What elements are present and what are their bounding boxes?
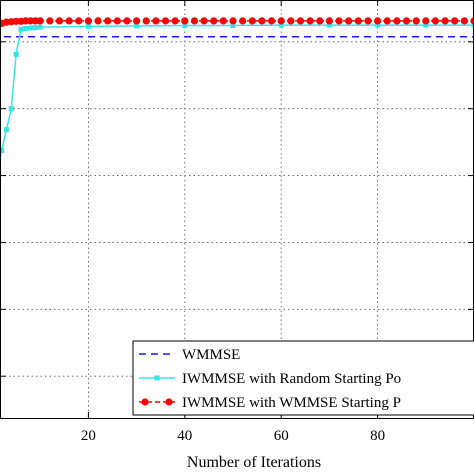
data-point bbox=[55, 17, 64, 25]
legend-label: IWMMSE with WMMSE Starting P bbox=[182, 395, 401, 411]
legend-label: WMMSE bbox=[182, 347, 240, 363]
data-point bbox=[84, 17, 92, 25]
data-point bbox=[13, 51, 19, 57]
data-point bbox=[113, 17, 121, 25]
data-point bbox=[316, 17, 324, 25]
x-tick-label: 60 bbox=[274, 428, 289, 444]
data-point bbox=[94, 17, 102, 25]
data-point bbox=[0, 147, 5, 153]
data-point bbox=[335, 17, 343, 25]
legend-item: WMMSE bbox=[139, 347, 240, 363]
legend: WMMSE IWMMSE with Random Starting Po IWMMS… bbox=[132, 340, 474, 416]
data-point bbox=[133, 17, 141, 25]
data-point bbox=[37, 24, 43, 30]
series-1 bbox=[0, 22, 474, 163]
data-point bbox=[296, 17, 305, 25]
data-point bbox=[181, 17, 189, 25]
data-point bbox=[451, 17, 459, 25]
data-point bbox=[278, 22, 284, 28]
data-point bbox=[210, 17, 218, 25]
series-group bbox=[0, 17, 474, 163]
legend-item: IWMMSE with Random Starting Po bbox=[139, 371, 401, 387]
data-point bbox=[219, 17, 227, 25]
data-point bbox=[364, 17, 372, 25]
data-point bbox=[412, 17, 420, 25]
data-point bbox=[36, 17, 44, 25]
data-point bbox=[258, 17, 266, 25]
data-point bbox=[325, 17, 333, 25]
data-point bbox=[23, 25, 29, 31]
legend-item: IWMMSE with WMMSE Starting P bbox=[139, 395, 401, 411]
x-tick-label: 40 bbox=[177, 428, 192, 444]
data-point bbox=[393, 17, 401, 25]
data-point bbox=[422, 17, 430, 25]
data-point bbox=[171, 17, 179, 25]
data-point bbox=[182, 22, 188, 28]
data-point bbox=[423, 22, 429, 28]
data-point bbox=[431, 17, 440, 25]
data-point bbox=[248, 17, 256, 25]
x-tick-label: 20 bbox=[81, 428, 96, 444]
x-tick-label: 80 bbox=[370, 428, 385, 444]
data-point bbox=[354, 17, 362, 25]
data-point bbox=[190, 17, 199, 25]
data-point bbox=[239, 17, 247, 25]
data-point bbox=[277, 17, 285, 25]
data-point bbox=[18, 26, 24, 32]
data-point bbox=[46, 17, 54, 25]
data-point bbox=[65, 17, 73, 25]
data-point bbox=[200, 17, 208, 25]
data-point bbox=[123, 17, 131, 25]
data-point bbox=[375, 22, 381, 28]
data-point bbox=[161, 17, 170, 25]
legend-marker bbox=[165, 398, 173, 406]
series-2 bbox=[0, 17, 474, 28]
data-point bbox=[142, 17, 150, 25]
data-point bbox=[229, 17, 237, 25]
data-point bbox=[345, 17, 353, 25]
data-point bbox=[104, 17, 112, 25]
data-point bbox=[306, 17, 314, 25]
series-line bbox=[0, 24, 474, 163]
data-point bbox=[460, 17, 468, 25]
x-axis-title: Number of Iterations bbox=[187, 454, 321, 471]
data-point bbox=[85, 23, 91, 29]
data-point bbox=[402, 17, 411, 25]
data-point bbox=[134, 23, 140, 29]
legend-marker bbox=[141, 398, 149, 406]
data-point bbox=[326, 22, 332, 28]
data-point bbox=[152, 17, 160, 25]
legend-box bbox=[132, 340, 474, 416]
legend-label: IWMMSE with Random Starting Po bbox=[182, 371, 401, 387]
data-point bbox=[230, 22, 236, 28]
data-point bbox=[441, 17, 449, 25]
data-point bbox=[3, 127, 9, 133]
data-point bbox=[8, 106, 14, 112]
data-point bbox=[374, 17, 382, 25]
data-point bbox=[471, 22, 474, 28]
data-point bbox=[28, 25, 34, 31]
data-point bbox=[383, 17, 391, 25]
data-point bbox=[267, 17, 276, 25]
data-point bbox=[32, 25, 38, 31]
data-point bbox=[75, 17, 83, 25]
data-point bbox=[287, 17, 295, 25]
legend-marker bbox=[154, 375, 160, 381]
